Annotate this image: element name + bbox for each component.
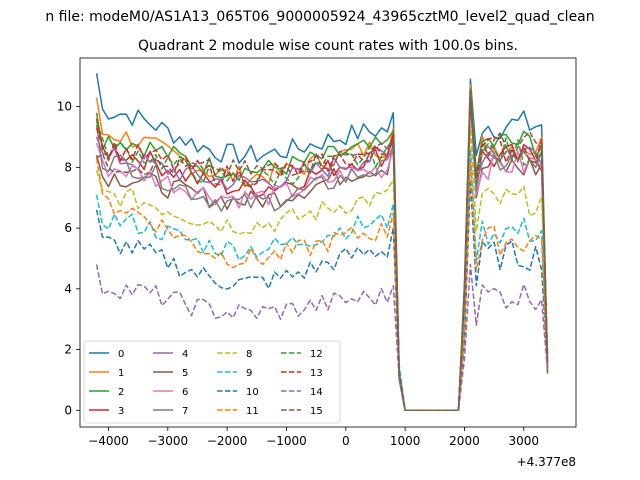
legend-label: 13	[310, 368, 323, 379]
legend-label: 14	[310, 387, 323, 398]
y-tick-label: 4	[64, 282, 72, 296]
legend-label: 3	[118, 406, 124, 417]
series-line-11	[95, 158, 549, 412]
series-layer	[95, 73, 549, 412]
x-tick-label: −4000	[88, 434, 129, 448]
series-line-13	[95, 96, 549, 412]
legend-label: 12	[310, 349, 323, 360]
legend-label: 7	[182, 406, 188, 417]
x-tick-label: 3000	[509, 434, 540, 448]
legend-box	[83, 340, 341, 424]
legend-label: 2	[118, 387, 124, 398]
legend-label: 1	[118, 368, 124, 379]
figure-suptitle: n file: modeM0/AS1A13_065T06_9000005924_…	[45, 9, 594, 25]
x-tick-label: 2000	[449, 434, 480, 448]
x-tick-label: −2000	[207, 434, 248, 448]
y-tick-label: 0	[64, 403, 72, 417]
legend-label: 8	[246, 349, 252, 360]
legend-label: 5	[182, 368, 188, 379]
series-line-12	[95, 93, 549, 412]
y-tick-label: 2	[64, 343, 72, 357]
y-tick-label: 6	[64, 221, 72, 235]
series-line-15	[96, 93, 549, 412]
legend-label: 10	[246, 387, 259, 398]
y-tick-label: 8	[64, 160, 72, 174]
series-line-8	[95, 124, 549, 412]
legend-label: 4	[182, 349, 188, 360]
series-line-14	[95, 263, 549, 412]
x-tick-label: −1000	[266, 434, 307, 448]
series-line-10	[95, 178, 549, 412]
x-tick-label: 0	[342, 434, 350, 448]
y-axis: 0 2 4 6 8 10	[57, 100, 80, 417]
x-offset-label: +4.377e8	[517, 455, 576, 469]
y-tick-label: 10	[57, 100, 72, 114]
legend-label: 11	[246, 406, 259, 417]
x-tick-label: −3000	[148, 434, 189, 448]
x-axis: −4000 −3000 −2000 −1000 0 1000 2000 3000	[88, 427, 539, 448]
legend-label: 9	[246, 368, 252, 379]
legend-label: 6	[182, 387, 188, 398]
x-tick-label: 1000	[390, 434, 421, 448]
legend-label: 0	[118, 349, 124, 360]
chart-title: Quadrant 2 module wise count rates with …	[138, 38, 518, 54]
legend-label: 15	[310, 406, 323, 417]
axes-frame	[79, 57, 577, 428]
